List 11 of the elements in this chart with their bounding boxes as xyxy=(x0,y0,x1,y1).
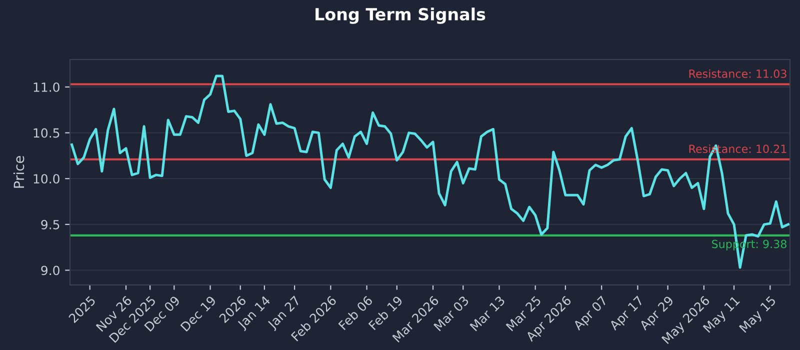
ref-line-label: Resistance: 11.03 xyxy=(689,69,786,78)
y-axis-title: Price xyxy=(13,156,24,188)
chart-title: Long Term Signals xyxy=(316,8,486,24)
y-tick-label: 9.5 xyxy=(41,220,60,230)
x-tick-label: Apr 07 xyxy=(572,296,610,332)
y-tick-label: 9.0 xyxy=(41,266,60,276)
y-tick-label: 11.0 xyxy=(34,82,60,92)
x-tick-label: Dec 19 xyxy=(180,295,216,332)
y-tick-label: 10.5 xyxy=(34,128,60,138)
x-tick-label: Mar 13 xyxy=(470,295,506,332)
y-tick-label: 10.0 xyxy=(34,174,60,184)
